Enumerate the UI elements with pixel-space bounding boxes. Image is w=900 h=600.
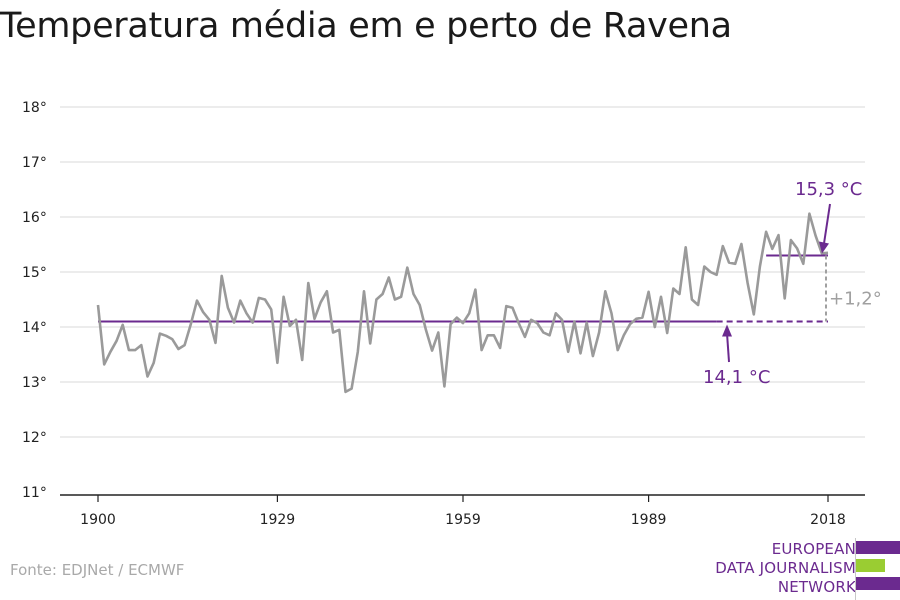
- logo-text-line-1: EUROPEAN: [771, 540, 856, 558]
- x-tick-label: 1900: [80, 512, 116, 528]
- y-tick-label: 18°: [22, 100, 47, 116]
- y-tick-label: 15°: [22, 265, 47, 281]
- recent-average-arrowhead: [819, 241, 829, 254]
- recent-average-arrow-shaft: [823, 203, 831, 244]
- logo-divider: [855, 538, 856, 600]
- y-tick-label: 12°: [22, 430, 47, 446]
- baseline-average-arrow-shaft: [726, 333, 731, 363]
- gridlines: [60, 106, 865, 438]
- y-tick-label: 16°: [22, 210, 47, 226]
- logo-bar-purple-top: [856, 541, 900, 554]
- y-tick-label: 14°: [22, 320, 47, 336]
- logo-text-line-3: NETWORK: [777, 578, 856, 596]
- series: [96, 212, 829, 394]
- annotations: +1,2° 15,3 °C 14,1 °C: [703, 179, 882, 388]
- y-tick-label: 17°: [22, 155, 47, 171]
- x-tick-label: 1929: [260, 512, 296, 528]
- x-tick-label: 1989: [631, 512, 667, 528]
- logo-bar-purple-bottom: [856, 577, 900, 590]
- y-tick-label: 11°: [22, 485, 47, 501]
- delta-label: +1,2°: [829, 289, 882, 310]
- baseline-average-label: 14,1 °C: [703, 367, 770, 388]
- y-axis-labels: 11° 12° 13° 14° 15° 16° 17° 18°: [22, 100, 47, 501]
- baseline-average-arrowhead: [722, 324, 733, 337]
- series-line: [96, 212, 829, 394]
- logo-text-line-2: DATA JOURNALISM: [715, 559, 856, 577]
- y-tick-label: 13°: [22, 375, 47, 391]
- x-axis: 1900 1929 1959 1989 2018: [60, 494, 865, 528]
- edjnet-logo: EUROPEAN DATA JOURNALISM NETWORK: [708, 538, 900, 600]
- logo-bar-green: [856, 559, 885, 572]
- source-note: Fonte: EDJNet / ECMWF: [10, 561, 185, 579]
- recent-average-label: 15,3 °C: [795, 179, 862, 200]
- x-tick-label: 2018: [810, 512, 846, 528]
- x-tick-label: 1959: [445, 512, 481, 528]
- chart-title: Temperatura média em e perto de Ravena: [0, 6, 732, 46]
